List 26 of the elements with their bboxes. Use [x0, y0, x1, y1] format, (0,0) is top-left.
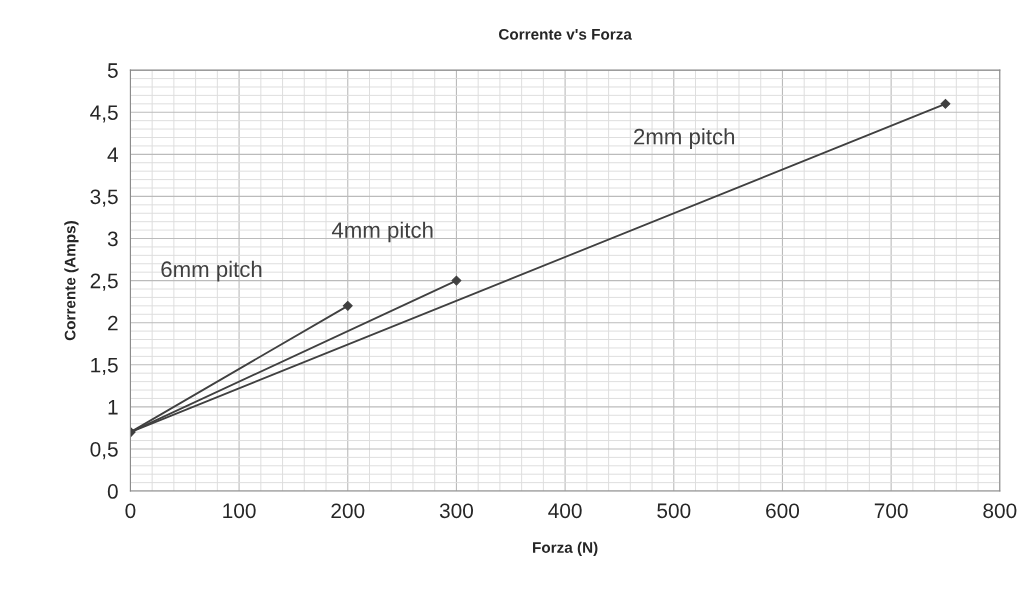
- y-tick-label: 1,5: [91, 358, 118, 375]
- x-tick-label: 700: [874, 503, 908, 519]
- series-label: 2mm pitch: [634, 128, 735, 149]
- y-tick-label: 4: [107, 147, 118, 162]
- y-tick-label: 0: [107, 484, 118, 499]
- x-tick-label: 100: [223, 503, 256, 519]
- chart-title: Corrente v's Forza: [498, 28, 632, 40]
- y-axis-title: Corrente (Amps): [64, 221, 79, 341]
- x-tick-label: 500: [657, 503, 691, 519]
- x-tick-label: 0: [125, 503, 136, 519]
- x-axis-title: Forza (N): [533, 541, 598, 556]
- y-tick-label: 5: [107, 63, 118, 78]
- y-tick-label: 1: [108, 400, 118, 415]
- series-label: 4mm pitch: [331, 221, 433, 243]
- x-tick-label: 200: [331, 503, 365, 519]
- y-tick-label: 0,5: [90, 441, 118, 460]
- text: 6mm pitch: [161, 260, 262, 282]
- y-tick-label: 4,5: [90, 105, 118, 123]
- x-tick-label: 800: [983, 503, 1017, 519]
- x-tick-label: 300: [439, 503, 473, 519]
- x-tick-label: 600: [766, 503, 800, 519]
- y-tick-label: 3: [107, 231, 118, 247]
- y-tick-label: 2: [108, 315, 118, 331]
- y-tick-label: 3,5: [90, 189, 118, 207]
- x-tick-label: 400: [548, 503, 582, 519]
- y-tick-label: 2,5: [90, 273, 118, 291]
